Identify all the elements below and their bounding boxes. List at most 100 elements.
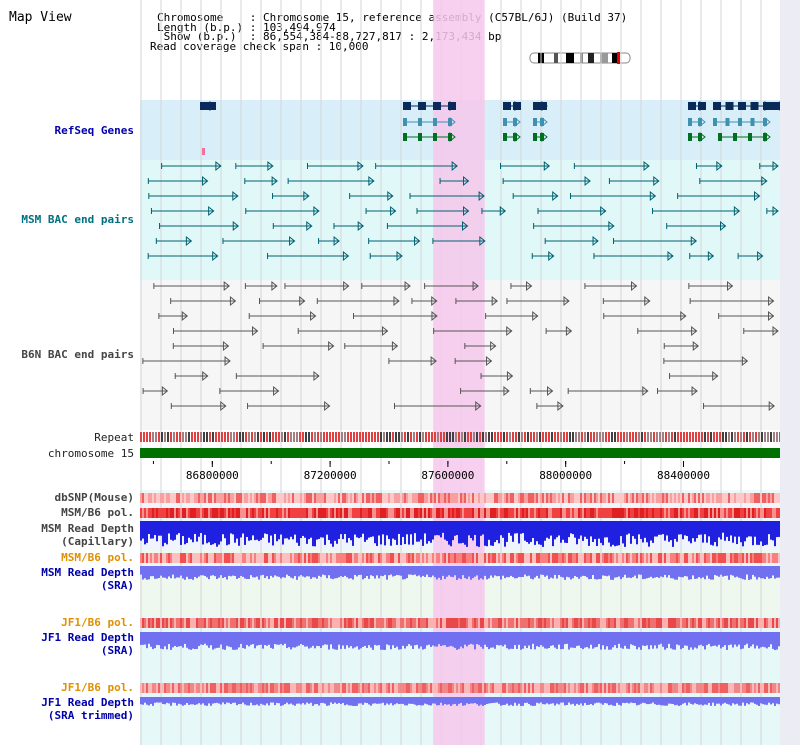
read-depth-bar: [170, 632, 172, 650]
read-depth-bar: [156, 521, 158, 542]
polymorphism-cell: [264, 618, 266, 628]
polymorphism-cell: [538, 683, 540, 693]
polymorphism-cell: [524, 618, 526, 628]
read-depth-bar: [704, 566, 706, 580]
track-label-msm-depth-sra[interactable]: MSM Read Depth: [41, 566, 134, 579]
polymorphism-cell: [232, 493, 234, 503]
polymorphism-cell: [426, 553, 428, 563]
track-label-jf1-depth-sra[interactable]: JF1 Read Depth: [41, 631, 134, 644]
msm-bac-end-arrow: [271, 175, 278, 187]
repeat-element: [149, 432, 151, 442]
polymorphism-cell: [452, 553, 454, 563]
polymorphism-cell: [338, 618, 340, 628]
read-depth-bar: [536, 697, 538, 703]
read-depth-bar: [450, 521, 452, 547]
polymorphism-cell: [560, 683, 562, 693]
read-depth-bar: [598, 632, 600, 645]
track-label-chromosome[interactable]: chromosome 15: [47, 447, 134, 460]
track-label-refseq[interactable]: RefSeq Genes: [54, 124, 134, 137]
track-label-jf1-depth-trimmed[interactable]: JF1 Read Depth: [41, 696, 134, 709]
polymorphism-cell: [386, 508, 388, 518]
read-depth-bar: [290, 632, 292, 650]
read-depth-bar: [272, 632, 274, 649]
read-depth-bar: [234, 697, 236, 703]
track-label-msm-pol-2[interactable]: MSM/B6 pol.: [61, 551, 134, 564]
polymorphism-cell: [330, 683, 332, 693]
track-label-dbsnp[interactable]: dbSNP(Mouse): [54, 491, 134, 504]
read-depth-bar: [176, 521, 178, 535]
polymorphism-cell: [404, 683, 406, 693]
polymorphism-cell: [690, 493, 692, 503]
read-depth-bar: [160, 566, 162, 576]
track-label-jf1-pol-2[interactable]: JF1/B6 pol.: [61, 681, 134, 694]
polymorphism-cell: [170, 553, 172, 563]
read-depth-bar: [192, 632, 194, 649]
polymorphism-cell: [768, 683, 770, 693]
polymorphism-cell: [360, 508, 362, 518]
polymorphism-cell: [558, 493, 560, 503]
genome-browser-tracks[interactable]: 86800000 87200000 87600000 88000000 88400000: [140, 0, 780, 745]
polymorphism-cell: [410, 618, 412, 628]
ideogram-band: [612, 53, 617, 63]
polymorphism-cell: [306, 493, 308, 503]
polymorphism-cell: [168, 553, 170, 563]
track-label-msm-depth-capillary[interactable]: MSM Read Depth: [41, 522, 134, 535]
read-depth-bar: [476, 566, 478, 576]
track-label-jf1-pol[interactable]: JF1/B6 pol.: [61, 616, 134, 629]
polymorphism-cell: [428, 508, 430, 518]
polymorphism-cell: [380, 493, 382, 503]
read-depth-bar: [324, 632, 326, 645]
polymorphism-cell: [180, 683, 182, 693]
polymorphism-cell: [776, 493, 778, 503]
read-depth-bar: [410, 697, 412, 704]
polymorphism-cell: [478, 508, 480, 518]
polymorphism-cell: [234, 508, 236, 518]
polymorphism-cell: [276, 553, 278, 563]
polymorphism-cell: [552, 683, 554, 693]
polymorphism-cell: [744, 493, 746, 503]
b6n-bac-end-arrow: [768, 400, 776, 412]
polymorphism-cell: [236, 683, 238, 693]
read-depth-bar: [388, 632, 390, 646]
track-label-msm-bac[interactable]: MSM BAC end pairs: [21, 213, 134, 226]
read-depth-bar: [704, 632, 706, 650]
polymorphism-cell: [314, 683, 316, 693]
read-depth-bar: [508, 697, 510, 706]
polymorphism-cell: [448, 508, 450, 518]
polymorphism-cell: [608, 508, 610, 518]
polymorphism-cell: [282, 508, 284, 518]
read-depth-bar: [384, 632, 386, 650]
polymorphism-cell: [346, 508, 348, 518]
read-depth-bar: [768, 566, 770, 579]
read-depth-bar: [332, 632, 334, 649]
polymorphism-cell: [352, 683, 354, 693]
read-depth-bar: [712, 566, 714, 580]
polymorphism-cell: [250, 618, 252, 628]
polymorphism-cell: [492, 493, 494, 503]
polymorphism-cell: [722, 683, 724, 693]
read-depth-bar: [376, 632, 378, 646]
track-label-b6n-bac[interactable]: B6N BAC end pairs: [21, 348, 134, 361]
quantitative-tracks: [140, 493, 780, 706]
read-depth-bar: [238, 566, 240, 578]
axis-tick-label: 87600000: [421, 469, 474, 482]
ideogram-band: [566, 53, 574, 63]
read-depth-bar: [224, 697, 226, 705]
repeat-element: [419, 432, 421, 442]
polymorphism-cell: [726, 618, 728, 628]
polymorphism-cell: [340, 683, 342, 693]
repeat-element: [194, 432, 196, 442]
read-depth-bar: [348, 632, 350, 648]
read-depth-bar: [276, 566, 278, 577]
track-label-repeat[interactable]: Repeat: [94, 431, 134, 444]
read-depth-bar: [574, 697, 576, 706]
read-depth-bar: [342, 566, 344, 578]
read-depth-bar: [640, 697, 642, 704]
track-label-msm-pol[interactable]: MSM/B6 pol.: [61, 506, 134, 519]
read-depth-bar: [732, 521, 734, 543]
read-depth-bar: [348, 566, 350, 579]
repeat-element: [578, 432, 580, 442]
polymorphism-cell: [194, 683, 196, 693]
polymorphism-cell: [300, 493, 302, 503]
polymorphism-cell: [752, 683, 754, 693]
